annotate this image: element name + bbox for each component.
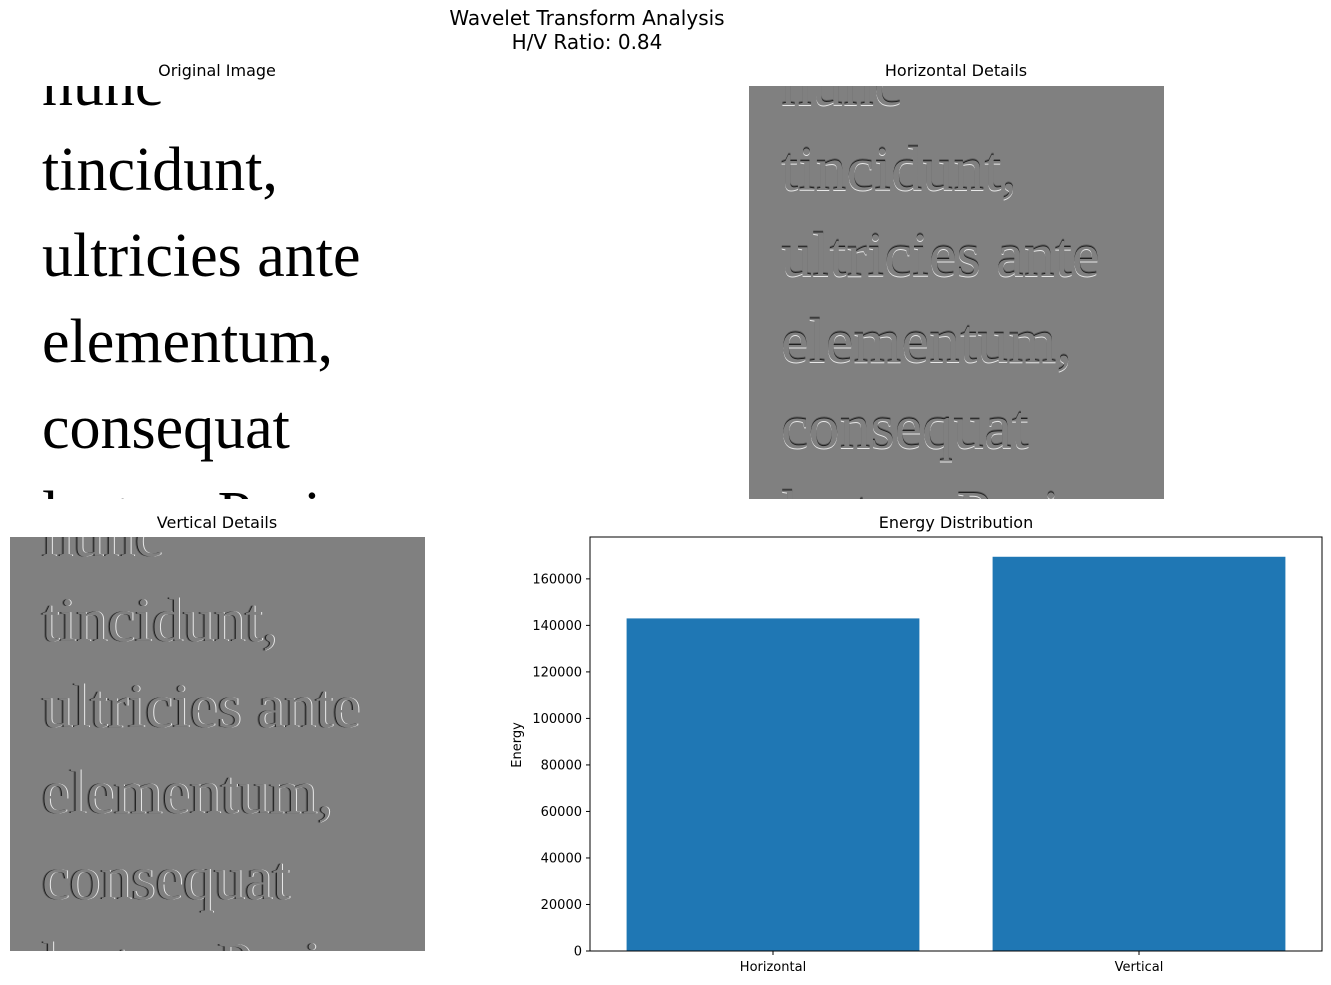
text-line: lectus. Proin (781, 483, 1091, 499)
text-line: lectus. Proin (42, 934, 352, 951)
plot-frame (589, 536, 1323, 952)
y-tick-label: 100000 (532, 712, 582, 727)
text-line: lectus. Proin (42, 483, 352, 499)
text-line: tincidunt, (42, 587, 278, 655)
text-line: ultricies ante (781, 222, 1100, 290)
text-line: nunc (781, 86, 902, 116)
x-tick-label: Vertical (1115, 960, 1164, 975)
bar-horizontal (626, 618, 920, 951)
text-line: elementum, (42, 759, 333, 827)
original-image-title: Original Image (158, 61, 276, 80)
text-line: elementum, (42, 308, 333, 376)
figure-title-line1: Wavelet Transform Analysis (449, 6, 725, 30)
text-line: ultricies ante (42, 222, 361, 290)
y-tick-label: 0 (574, 945, 582, 960)
text-line: ultricies ante (42, 673, 361, 741)
text-line: consequat (781, 394, 1029, 462)
text-line: tincidunt, (781, 136, 1017, 204)
text-line: elementum, (781, 308, 1072, 376)
y-tick-label: 160000 (532, 572, 582, 587)
x-tick-label: Horizontal (740, 960, 806, 975)
y-tick-label: 140000 (532, 619, 582, 634)
y-tick-label: 20000 (541, 898, 582, 913)
original-image: nunc tincidunt, ultricies ante elementum… (10, 86, 425, 499)
y-tick-label: 120000 (532, 665, 582, 680)
y-tick-label: 80000 (541, 758, 582, 773)
figure-title: Wavelet Transform Analysis H/V Ratio: 0.… (387, 6, 787, 54)
vertical-details-image: nunc tincidunt, ultricies ante elementum… (10, 537, 425, 951)
chart-title: Energy Distribution (879, 513, 1033, 532)
text-line: nunc (42, 537, 163, 567)
vertical-details-title: Vertical Details (156, 513, 278, 532)
figure-title-line2: H/V Ratio: 0.84 (511, 30, 663, 54)
y-axis-label: Energy (510, 722, 525, 768)
horizontal-details-image: nunc tincidunt, ultricies ante elementum… (749, 86, 1164, 499)
text-line: nunc (42, 86, 163, 116)
horizontal-details-title: Horizontal Details (884, 61, 1028, 80)
y-tick-label: 60000 (541, 805, 582, 820)
text-line: consequat (42, 394, 290, 462)
text-line: tincidunt, (42, 136, 278, 204)
y-tick-label: 40000 (541, 851, 582, 866)
text-line: consequat (42, 845, 290, 913)
bar-vertical (992, 556, 1286, 951)
